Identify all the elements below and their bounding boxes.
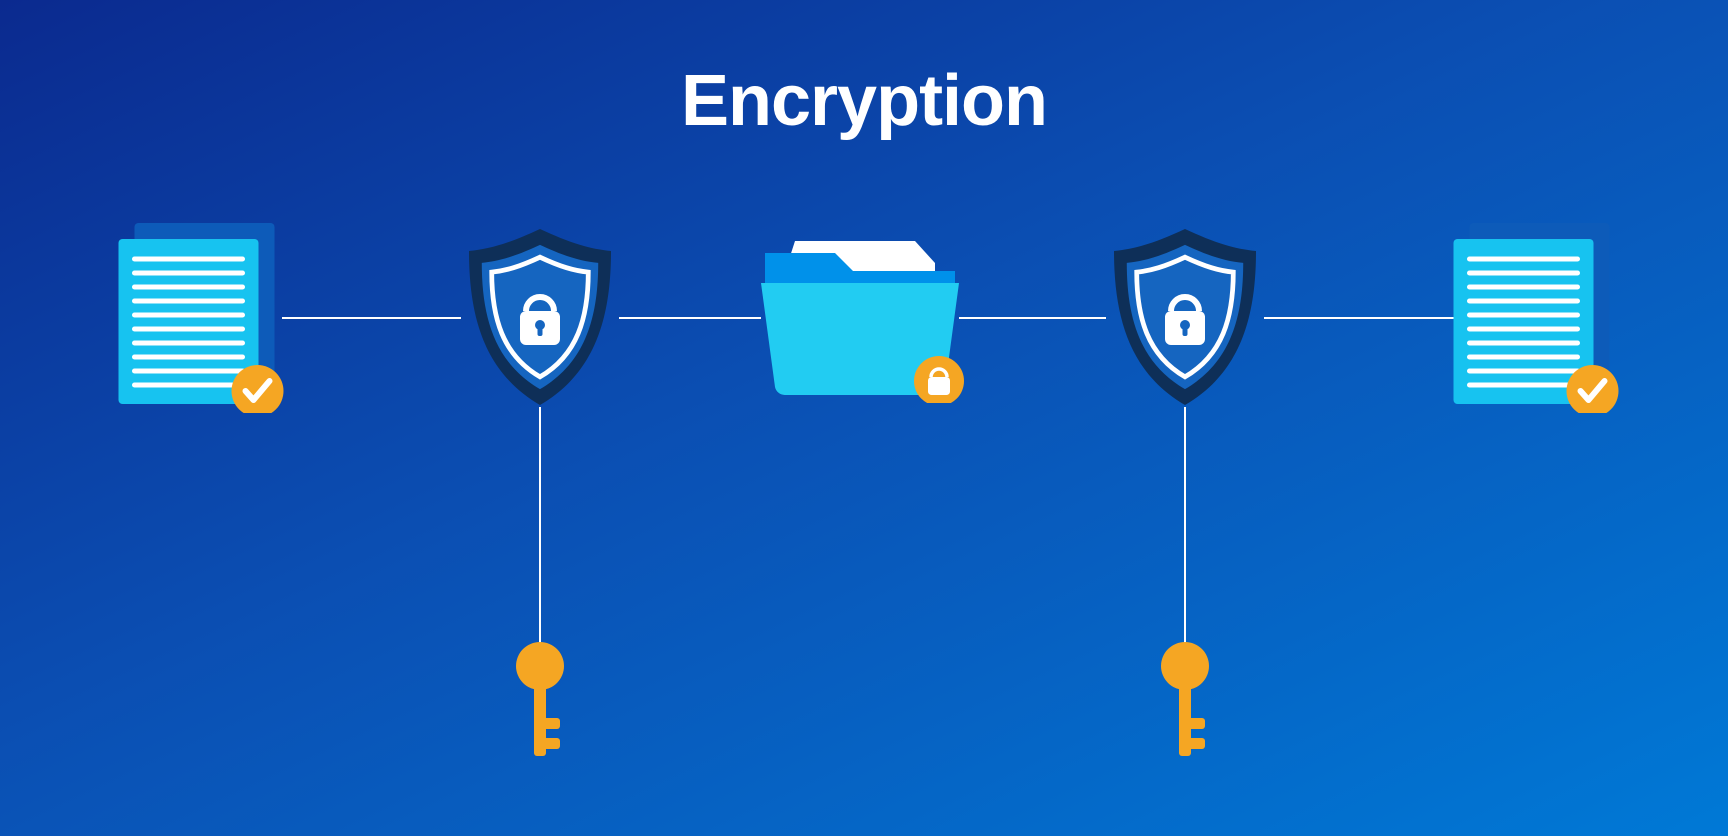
connector <box>959 317 1106 319</box>
key-icon <box>505 640 575 760</box>
document-verified-icon <box>113 223 288 413</box>
document-verified-icon <box>1448 223 1623 413</box>
connector <box>619 317 761 319</box>
connector <box>1184 407 1186 646</box>
shield-lock-icon <box>455 223 625 413</box>
key-icon <box>1150 640 1220 760</box>
connector <box>1264 317 1454 319</box>
shield-lock-icon <box>1100 223 1270 413</box>
locked-folder-icon <box>755 233 965 403</box>
encryption-diagram: Encryption <box>0 0 1728 836</box>
diagram-title: Encryption <box>0 60 1728 142</box>
connector <box>282 317 462 319</box>
connector <box>539 407 541 646</box>
